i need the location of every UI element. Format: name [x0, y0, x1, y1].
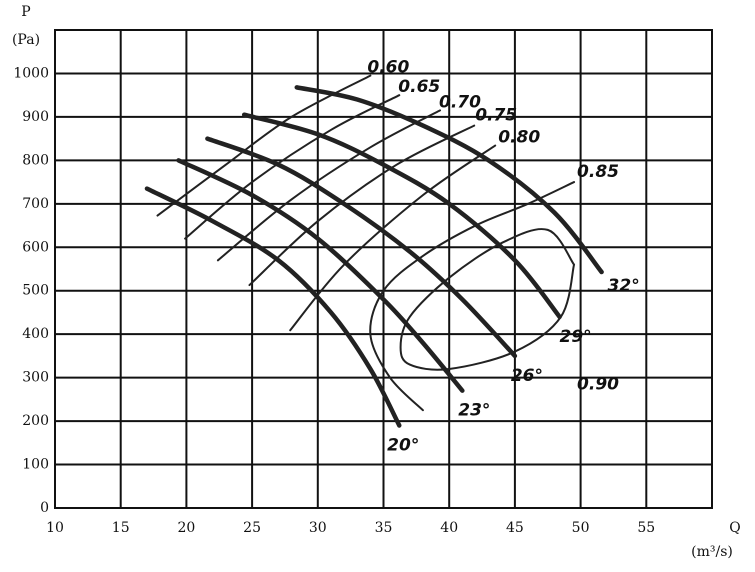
curve [156, 74, 372, 217]
y-tick-label: 1000 [13, 65, 49, 81]
curve-label: 0.80 [498, 128, 540, 148]
curve [289, 144, 497, 332]
x-tick-label: 45 [506, 520, 524, 536]
curve [205, 136, 518, 359]
y-tick-label: 600 [22, 239, 49, 255]
y-tick-label: 800 [22, 152, 49, 168]
y-tick-label: 100 [22, 457, 49, 473]
curve-label: 0.85 [577, 162, 619, 182]
curve [184, 94, 401, 240]
y-tick-label: 900 [22, 109, 49, 125]
x-tick-label: 40 [440, 520, 458, 536]
y-tick-label: 300 [22, 370, 49, 386]
curve-label: 20° [387, 435, 419, 455]
curve [241, 112, 562, 320]
curve [216, 109, 442, 262]
x-tick-label: 20 [177, 520, 195, 536]
y-tick-label: 400 [22, 326, 49, 342]
curve-label: 26° [511, 366, 543, 386]
curve-label: 32° [608, 276, 640, 296]
y-tick-label: 700 [22, 196, 49, 212]
x-tick-label: 10 [46, 520, 64, 536]
curve [369, 181, 576, 412]
y-tick-label: 500 [22, 283, 49, 299]
y-axis-unit: (Pa) [12, 32, 40, 48]
curve [176, 158, 465, 393]
x-tick-label: 25 [243, 520, 261, 536]
curve [248, 124, 476, 287]
x-tick-label: 50 [572, 520, 590, 536]
curve-label: 0.65 [398, 77, 440, 97]
y-tick-label: 0 [40, 500, 49, 516]
curve-label: 0.70 [439, 92, 481, 112]
curve-label: 0.75 [475, 106, 517, 126]
curve [399, 228, 576, 371]
curve-label: 29° [559, 327, 591, 347]
curve-label: 0.60 [367, 58, 409, 78]
x-tick-label: 55 [637, 520, 655, 536]
x-tick-label: 30 [309, 520, 327, 536]
x-tick-label: 35 [375, 520, 393, 536]
x-tick-label: 15 [112, 520, 130, 536]
y-tick-label: 200 [22, 413, 49, 429]
curve-label: 23° [458, 401, 490, 421]
x-axis-title: Q [729, 520, 740, 536]
curve [144, 186, 402, 428]
curve [294, 85, 604, 275]
curve-label: 0.90 [577, 375, 619, 395]
y-axis-title: P [21, 4, 30, 20]
x-axis-unit: (m³/s) [691, 544, 733, 560]
